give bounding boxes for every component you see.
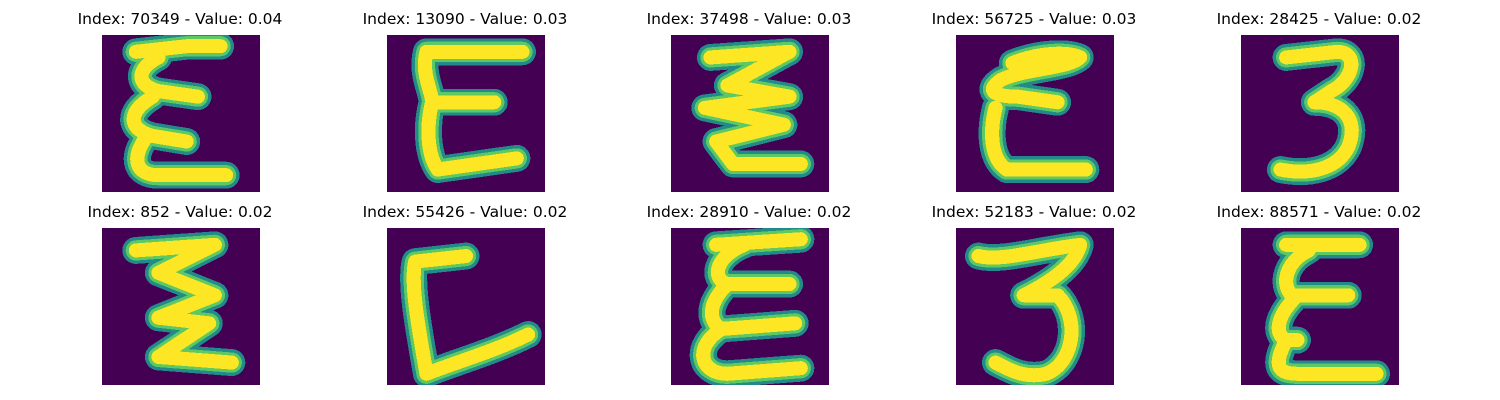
image-panel: Index: 52183 - Value: 0.02: [884, 193, 1184, 385]
digit-glyph: [102, 35, 260, 192]
panel-title: Index: 28910 - Value: 0.02: [646, 203, 852, 221]
digit-stroke-layer-2: [406, 249, 536, 381]
digit-stroke-layer-2: [971, 237, 1088, 383]
digit-stroke-layer-2: [697, 44, 808, 171]
digit-glyph: [956, 228, 1114, 385]
panel-title: Index: 55426 - Value: 0.02: [362, 203, 568, 221]
image-panel: Index: 70349 - Value: 0.04: [30, 0, 330, 192]
digit-image: [1241, 35, 1399, 192]
image-panel: Index: 55426 - Value: 0.02: [315, 193, 615, 385]
digit-stroke-layer-2: [985, 46, 1093, 177]
image-panel: Index: 13090 - Value: 0.03: [315, 0, 615, 192]
digit-stroke-layer-2: [126, 39, 234, 183]
panel-title: Index: 70349 - Value: 0.04: [77, 10, 283, 28]
digit-glyph: [671, 35, 829, 192]
image-panel: Index: 56725 - Value: 0.03: [884, 0, 1184, 192]
digit-image: [102, 35, 260, 192]
digit-glyph: [387, 228, 545, 385]
panel-title: Index: 13090 - Value: 0.03: [362, 10, 568, 28]
panel-title: Index: 37498 - Value: 0.03: [646, 10, 852, 28]
panel-title: Index: 28425 - Value: 0.02: [1216, 10, 1422, 28]
digit-glyph: [1241, 35, 1399, 192]
digit-image: [671, 228, 829, 385]
digit-stroke-layer-2: [1273, 44, 1359, 179]
digit-image: [956, 228, 1114, 385]
digit-stroke-layer-2: [128, 237, 239, 370]
image-panel: Index: 28425 - Value: 0.02: [1169, 0, 1469, 192]
digit-image: [1241, 228, 1399, 385]
digit-image: [387, 35, 545, 192]
panel-title: Index: 852 - Value: 0.02: [87, 203, 273, 221]
digit-image: [387, 228, 545, 385]
digit-stroke-layer-2: [1271, 237, 1384, 381]
image-panel: Index: 28910 - Value: 0.02: [599, 193, 899, 385]
image-panel: Index: 88571 - Value: 0.02: [1169, 193, 1469, 385]
image-panel: Index: 37498 - Value: 0.03: [599, 0, 899, 192]
digit-stroke-layer-2: [417, 44, 530, 177]
digit-glyph: [387, 35, 545, 192]
digit-glyph: [956, 35, 1114, 192]
digit-glyph: [1241, 228, 1399, 385]
digit-stroke-layer-2: [696, 232, 808, 381]
panel-title: Index: 52183 - Value: 0.02: [931, 203, 1137, 221]
panel-title: Index: 56725 - Value: 0.03: [931, 10, 1137, 28]
digit-image: [671, 35, 829, 192]
digit-glyph: [671, 228, 829, 385]
digit-image: [102, 228, 260, 385]
image-panel: Index: 852 - Value: 0.02: [30, 193, 330, 385]
digit-image: [956, 35, 1114, 192]
panel-title: Index: 88571 - Value: 0.02: [1216, 203, 1422, 221]
digit-glyph: [102, 228, 260, 385]
